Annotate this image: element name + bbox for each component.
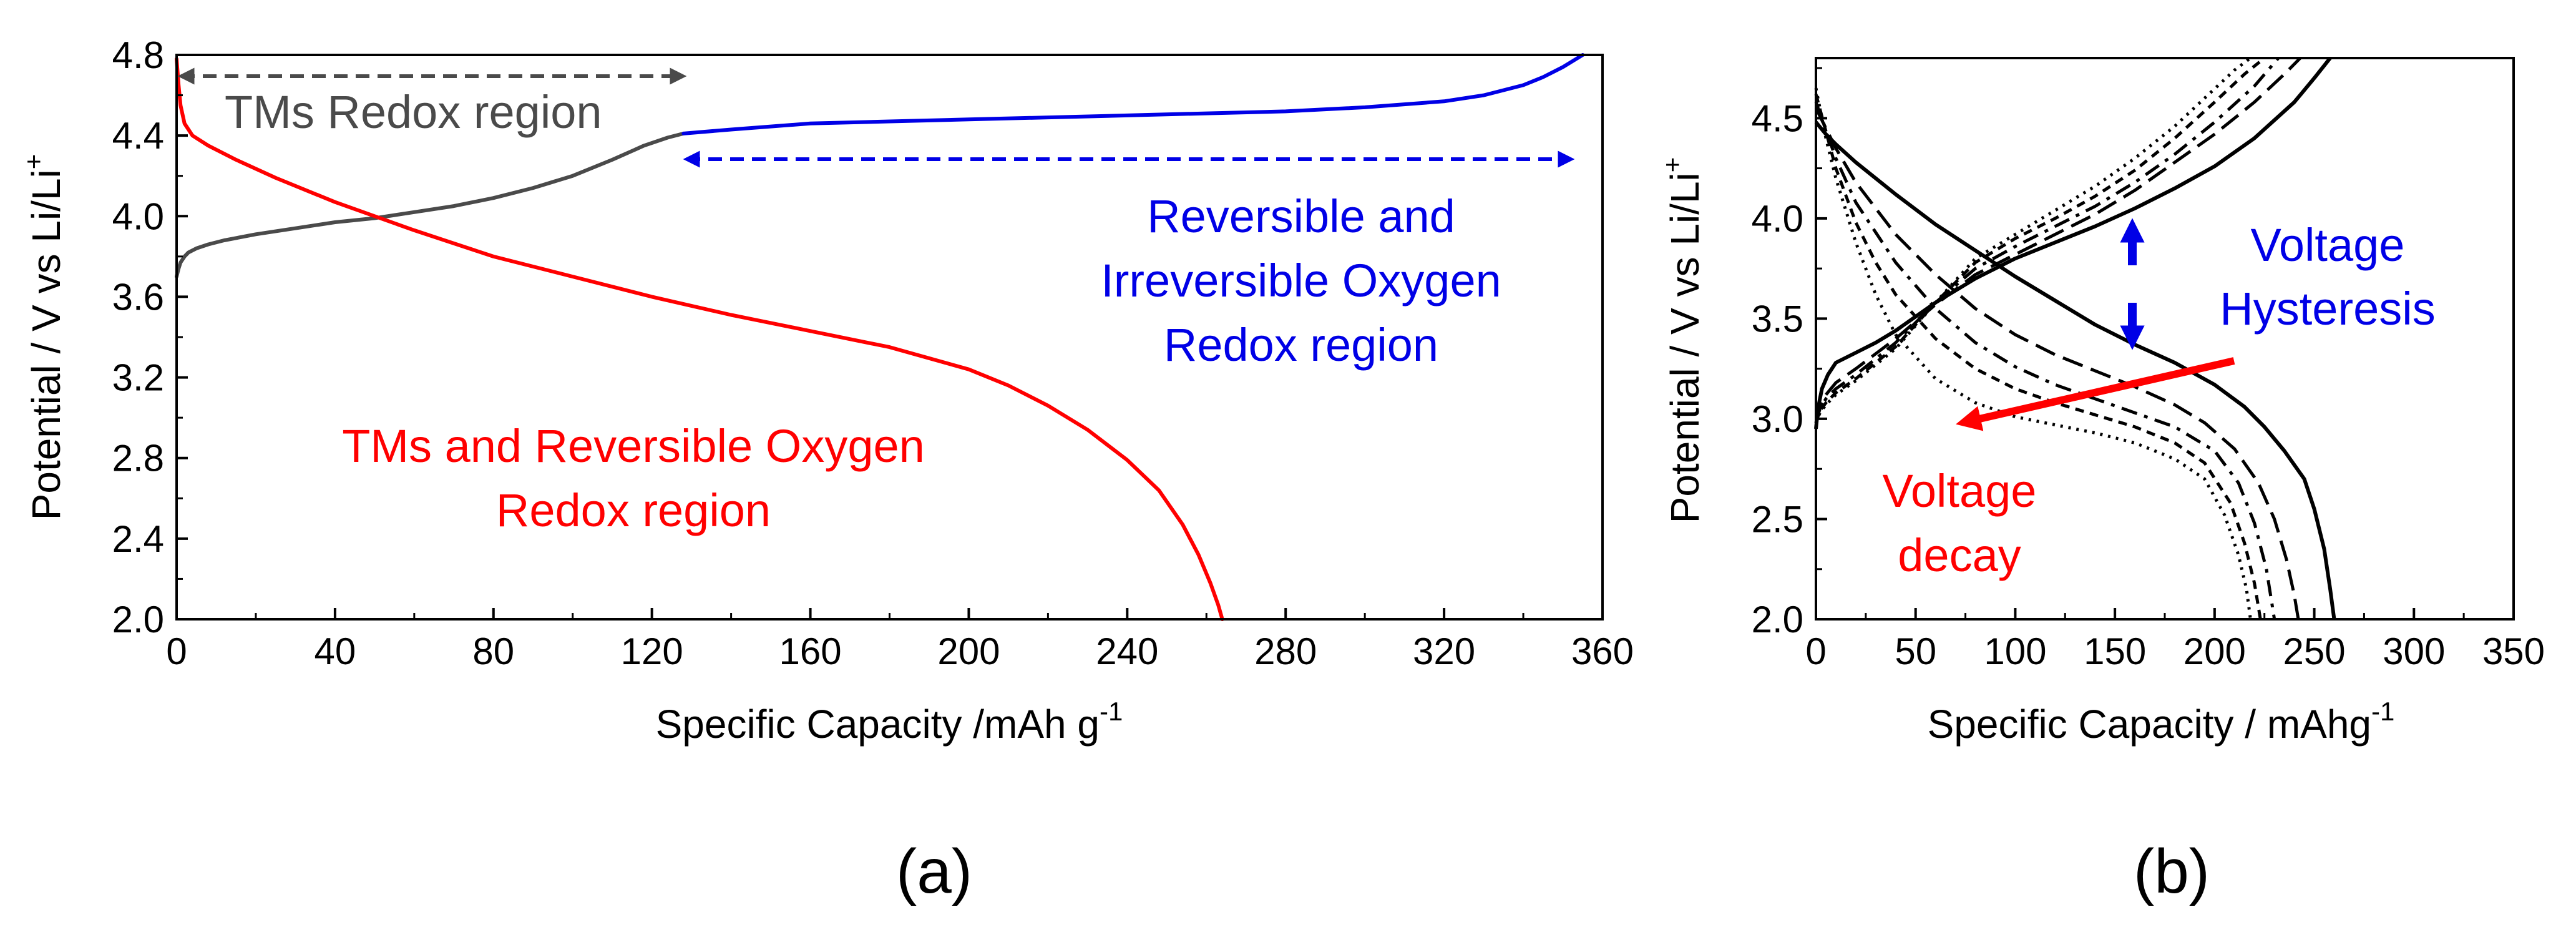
panel-a-tick-labels: 0 40 80 120 160 200 240 280 320 360 2.0 2.4 2.8 3.2 3.… [112, 34, 1634, 672]
panel-b-y-tick-label: 2.0 [1752, 599, 1803, 640]
panel-a-series-3-line [175, 57, 1224, 621]
panel-b-y-tick-label: 4.0 [1752, 198, 1803, 240]
panel-a-y-tick-label: 4.0 [112, 195, 164, 237]
panel-a-x-tick-label: 240 [1096, 630, 1158, 672]
panel-b-x-tick-label: 200 [2183, 630, 2246, 672]
panel-a-label: (a) [896, 836, 972, 906]
panel-b-y-tick-label: 3.5 [1752, 298, 1803, 340]
panel-b-x-tick-label: 350 [2482, 630, 2545, 672]
panel-a-y-tick-label: 4.8 [112, 34, 164, 76]
panel-a-x-tick-label: 280 [1254, 630, 1317, 672]
panel-b-ticks [1815, 67, 2515, 621]
panel-b-cycle-1-discharge-line [1814, 120, 2336, 620]
tm-redox-label: TMs Redox region [225, 86, 602, 138]
oxygen-label-line-2: Irreversible Oxygen [1101, 255, 1501, 307]
panel-a-y-tick-label: 3.2 [112, 357, 164, 399]
panel-b-cycle-3-charge-line [1814, 57, 2280, 423]
panel-b-cycle-5-discharge-line [1814, 87, 2252, 620]
tms-reversible-label-line-1: TMs and Reversible Oxygen [342, 420, 925, 472]
panel-a-y-tick-label: 2.8 [112, 438, 164, 479]
panel-a-x-tick-label: 0 [166, 630, 187, 672]
panel-b-y-tick-label: 2.5 [1752, 498, 1803, 540]
panel-b-y-axis-label: Potential / V vs Li/Li+ [1657, 157, 1707, 524]
panel-b-cycle-2-charge-line [1814, 57, 2301, 423]
panel-b-x-tick-label: 100 [1984, 630, 2046, 672]
panel-a-curves [175, 53, 1585, 621]
panel-a: 0 40 80 120 160 200 240 280 320 360 2.0 2.4 2.8 3.2 3.… [19, 34, 1634, 906]
tms-reversible-label-line-2: Redox region [496, 484, 771, 536]
panel-a-y-tick-label: 3.6 [112, 276, 164, 318]
panel-a-y-tick-label: 2.4 [112, 518, 164, 560]
decay-label-line-1: Voltage [1883, 465, 2037, 517]
panel-a-y-tick-label: 2.0 [112, 599, 164, 640]
panel-a-series-1-line [175, 131, 686, 279]
panel-a-x-tick-label: 360 [1571, 630, 1634, 672]
voltage-decay-arrow [1956, 357, 2235, 431]
panel-b-y-tick-label: 4.5 [1752, 97, 1803, 139]
panel-a-ticks [175, 54, 1604, 621]
panel-a-y-tick-label: 4.4 [112, 115, 164, 157]
panel-b: 0 50 100 150 200 250 300 3502.02.53.03.54.04.5 … [1657, 57, 2545, 906]
panel-b-cycle-2-discharge-line [1814, 107, 2300, 620]
panel-a-x-tick-label: 40 [315, 630, 356, 672]
panel-b-x-tick-label: 300 [2383, 630, 2445, 672]
panel-a-x-tick-label: 200 [937, 630, 1000, 672]
panel-b-x-tick-label: 250 [2283, 630, 2346, 672]
hysteresis-label-line-1: Voltage [2251, 219, 2405, 271]
panel-a-x-tick-label: 160 [779, 630, 842, 672]
panel-a-series-2-line [681, 53, 1585, 135]
panel-b-x-tick-label: 0 [1805, 630, 1826, 672]
panel-a-y-axis-label: Potential / V vs Li/Li+ [19, 154, 69, 521]
panel-b-label: (b) [2134, 836, 2210, 906]
hysteresis-label-line-2: Hysteresis [2220, 283, 2435, 335]
panel-a-x-tick-label: 320 [1413, 630, 1475, 672]
panel-b-x-tick-label: 150 [2084, 630, 2146, 672]
panel-b-cycle-3-discharge-line [1814, 101, 2276, 620]
panel-b-x-axis-label: Specific Capacity / mAhg-1 [1928, 697, 2395, 747]
decay-label-line-2: decay [1898, 529, 2021, 581]
panel-b-y-tick-label: 3.0 [1752, 398, 1803, 440]
panel-a-x-axis-label: Specific Capacity /mAh g-1 [656, 697, 1123, 747]
panel-a-x-tick-label: 80 [472, 630, 514, 672]
panel-b-cycle-4-discharge-line [1814, 94, 2262, 620]
panel-b-curves [1814, 57, 2336, 620]
oxygen-label-line-1: Reversible and [1147, 190, 1455, 242]
panel-b-x-tick-label: 50 [1895, 630, 1936, 672]
panel-b-cycle-1-charge-line [1814, 57, 2332, 429]
panel-a-x-tick-label: 120 [621, 630, 683, 672]
oxygen-label-line-3: Redox region [1164, 319, 1438, 371]
panel-b-tick-labels: 0 50 100 150 200 250 300 350 2.0 2.5 3.0 3.5 4.0 4.5 [1752, 97, 2545, 672]
